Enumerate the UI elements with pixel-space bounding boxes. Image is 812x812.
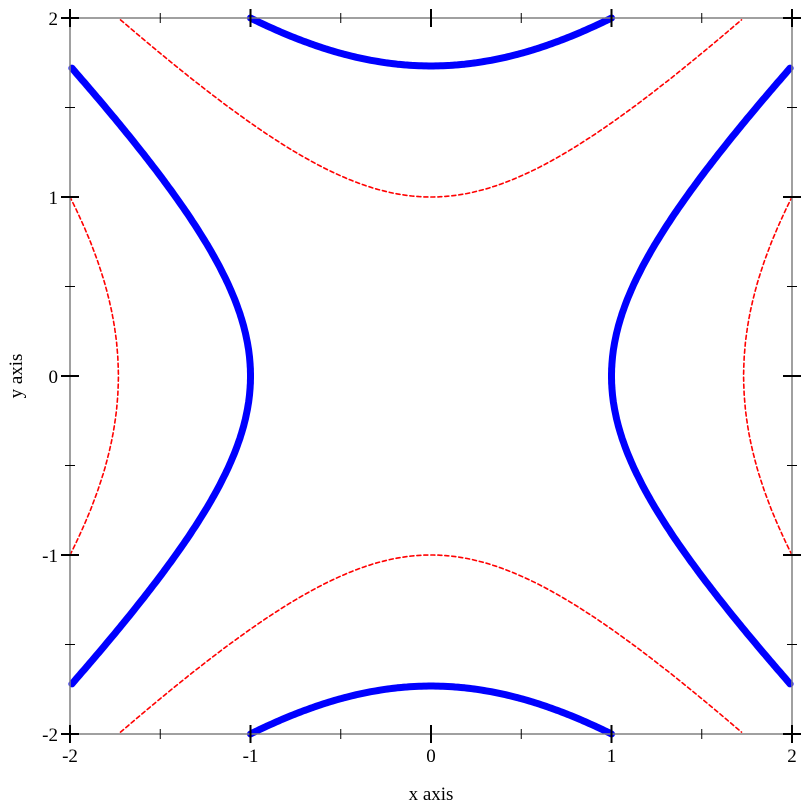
y-tick-label: -2 — [42, 725, 58, 746]
contour-curve — [742, 196, 793, 556]
x-tick-label: -2 — [62, 746, 78, 767]
x-tick-label: -1 — [243, 746, 259, 767]
contour-curve — [69, 196, 120, 556]
x-tick-label: 2 — [787, 746, 797, 767]
y-tick-label: 1 — [49, 188, 59, 209]
contour-curve — [119, 554, 743, 733]
contour-curve — [247, 682, 615, 738]
y-axis-label: y axis — [6, 354, 27, 399]
y-tick-label: 0 — [49, 367, 59, 388]
y-tick-label: -1 — [42, 546, 58, 567]
y-tick-label: 2 — [49, 9, 59, 30]
ticks-layer: -2 -1 0 1 2 -2 -1 0 1 2 — [42, 9, 801, 767]
x-tick-label: 1 — [607, 746, 617, 767]
plot-frame — [69, 17, 793, 735]
contour-curve — [68, 64, 254, 688]
contour-curve — [608, 64, 794, 688]
curves-layer — [68, 14, 794, 738]
x-axis-label: x axis — [409, 784, 454, 805]
contour-curve — [247, 14, 615, 70]
contour-curve — [119, 19, 743, 198]
x-tick-label: 0 — [426, 746, 436, 767]
